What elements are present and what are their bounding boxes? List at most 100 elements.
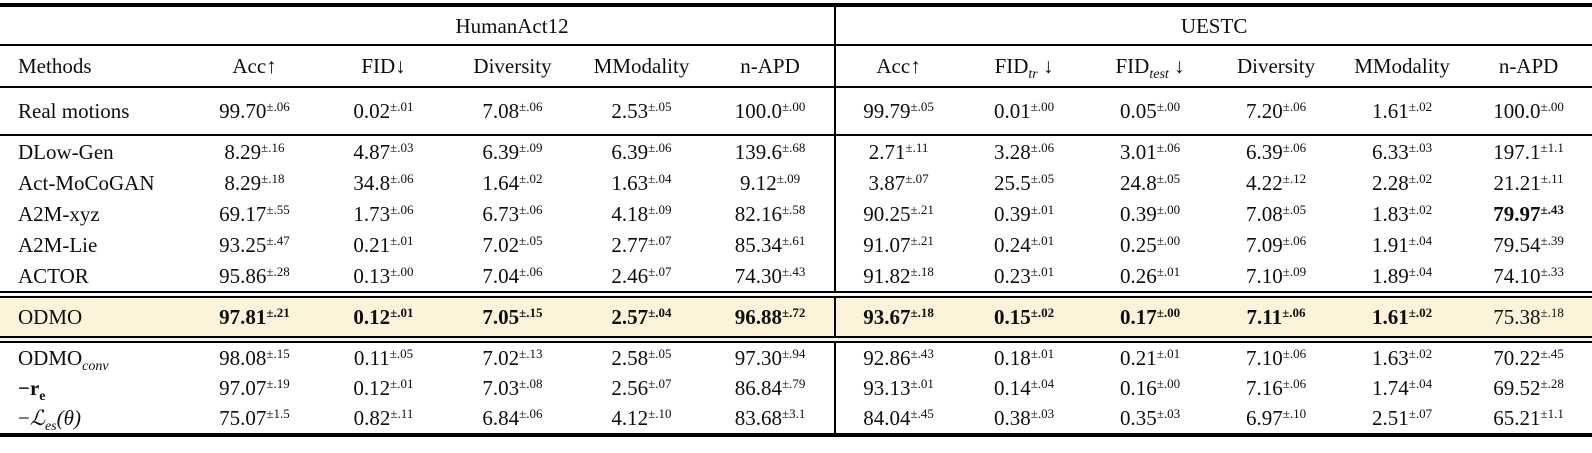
cell-error: ±.05 bbox=[1156, 170, 1181, 186]
cell-error: ±.06 bbox=[519, 201, 543, 217]
value-cell: 7.05±.15 bbox=[448, 295, 577, 340]
value-cell: 1.83±.02 bbox=[1339, 198, 1465, 229]
value-cell: 8.29±.18 bbox=[190, 167, 319, 198]
cell-error: ±.09 bbox=[648, 201, 672, 217]
cell-error: ±.01 bbox=[1030, 263, 1055, 279]
cell-value: 4.22 bbox=[1245, 170, 1283, 195]
value-cell: 7.02±.13 bbox=[448, 340, 577, 374]
value-cell: 1.63±.04 bbox=[577, 167, 706, 198]
cell-error: ±.02 bbox=[519, 170, 543, 186]
cell-value: 0.21 bbox=[353, 232, 391, 257]
table-row: A2M-xyz 69.17±.55 1.73±.06 6.73±.06 4.18±.09… bbox=[0, 198, 1592, 229]
group-header-uestc: UESTC bbox=[835, 5, 1592, 46]
cell-value: 0.25 bbox=[1119, 232, 1157, 257]
cell-value: 6.39 bbox=[611, 139, 649, 164]
table-row: ODMO 97.81±.21 0.12±.01 7.05±.15 2.57±.04 96.… bbox=[0, 294, 1592, 340]
cell-value: 4.12 bbox=[611, 406, 649, 430]
value-cell: 6.39±.06 bbox=[1213, 135, 1339, 167]
cell-error: ±.39 bbox=[1540, 232, 1564, 248]
cell-error: ±.01 bbox=[390, 99, 414, 114]
cell-error: ±.45 bbox=[910, 406, 934, 421]
cell-error: ±.11 bbox=[390, 406, 414, 421]
cell-value: 0.12 bbox=[353, 305, 391, 329]
cell-value: 4.87 bbox=[353, 139, 391, 164]
cell-value: 69.17 bbox=[219, 201, 267, 226]
value-cell: 97.81±.21 bbox=[190, 295, 319, 340]
value-cell: 0.21±.01 bbox=[319, 229, 448, 260]
value-cell: 0.12±.01 bbox=[319, 373, 448, 403]
section-ablations: ODMOconv 98.08±.15 0.11±.05 7.02±.13 2.58±.0… bbox=[0, 339, 1592, 435]
cell-error: ±.07 bbox=[648, 232, 672, 248]
cell-error: ±.68 bbox=[781, 139, 806, 155]
value-cell: 4.12±.10 bbox=[577, 403, 706, 435]
cell-value: 0.16 bbox=[1119, 376, 1157, 400]
cell-value: 98.08 bbox=[219, 346, 267, 370]
cell-error: ±.43 bbox=[1540, 201, 1564, 217]
cell-value: 90.25 bbox=[863, 201, 911, 226]
value-cell: 7.02±.05 bbox=[448, 229, 577, 260]
value-cell: 1.61±.02 bbox=[1339, 87, 1465, 135]
cell-error: ±.04 bbox=[1030, 376, 1055, 391]
method-label: Real motions bbox=[18, 99, 130, 123]
value-cell: 2.57±.04 bbox=[577, 295, 706, 340]
value-cell: 6.73±.06 bbox=[448, 198, 577, 229]
down-arrow-icon: ↓ bbox=[1037, 54, 1054, 78]
value-cell: 1.64±.02 bbox=[448, 167, 577, 198]
cell-value: 0.05 bbox=[1119, 99, 1157, 123]
cell-value: 9.12 bbox=[739, 170, 777, 195]
cell-value: 100.0 bbox=[1493, 99, 1541, 123]
value-cell: 99.79±.05 bbox=[835, 87, 961, 135]
value-cell: 79.97±.43 bbox=[1465, 198, 1592, 229]
value-cell: 0.39±.01 bbox=[961, 198, 1087, 229]
cell-value: 83.68 bbox=[734, 406, 782, 430]
cell-error: ±.15 bbox=[519, 305, 543, 320]
cell-value: 69.52 bbox=[1493, 376, 1541, 400]
value-cell: 0.14±.04 bbox=[961, 373, 1087, 403]
cell-error: ±.09 bbox=[1282, 263, 1307, 279]
cell-error: ±.06 bbox=[519, 406, 543, 421]
group-header-humanact12: HumanAct12 bbox=[190, 5, 837, 46]
cell-value: 2.51 bbox=[1371, 406, 1409, 430]
value-cell: 1.63±.02 bbox=[1339, 340, 1465, 374]
cell-value: 2.53 bbox=[611, 99, 649, 123]
cell-error: ±.21 bbox=[266, 305, 290, 320]
cell-value: 3.87 bbox=[868, 170, 906, 195]
cell-error: ±.04 bbox=[648, 170, 672, 186]
cell-value: 79.97 bbox=[1493, 201, 1541, 226]
cell-error: ±.06 bbox=[519, 99, 543, 114]
cell-value: 2.46 bbox=[611, 263, 649, 288]
cell-error: ±.06 bbox=[1282, 232, 1307, 248]
value-cell: 82.16±.58 bbox=[706, 198, 837, 229]
method-label: −ℒes(θ) bbox=[18, 406, 81, 435]
cell-error: ±.06 bbox=[1030, 139, 1055, 155]
cell-error: ±.05 bbox=[648, 99, 672, 114]
cell-error: ±.07 bbox=[648, 376, 672, 391]
value-cell: 0.02±.01 bbox=[319, 87, 448, 135]
cell-error: ±.21 bbox=[910, 201, 934, 217]
value-cell: 0.26±.01 bbox=[1087, 260, 1213, 295]
method-label: ACTOR bbox=[18, 263, 89, 288]
value-cell: 0.23±.01 bbox=[961, 260, 1087, 295]
cell-error: ±.00 bbox=[390, 263, 414, 279]
value-cell: 0.35±.03 bbox=[1087, 403, 1213, 435]
value-cell: 79.54±.39 bbox=[1465, 229, 1592, 260]
cell-value: 100.0 bbox=[734, 99, 782, 123]
section-baselines: DLow-Gen 8.29±.16 4.87±.03 6.39±.09 6.39±.06… bbox=[0, 135, 1592, 295]
cell-error: ±.07 bbox=[1408, 406, 1433, 421]
value-cell: 0.82±.11 bbox=[319, 403, 448, 435]
cell-value: 7.09 bbox=[1245, 232, 1283, 257]
cell-value: 1.73 bbox=[353, 201, 391, 226]
cell-error: ±.11 bbox=[1540, 170, 1564, 186]
cell-value: 91.07 bbox=[863, 232, 911, 257]
cell-value: 6.39 bbox=[1245, 139, 1283, 164]
cell-value: 93.13 bbox=[863, 376, 911, 400]
cell-value: 1.61 bbox=[1371, 99, 1409, 123]
cell-error: ±.43 bbox=[910, 346, 934, 361]
cell-value: 3.01 bbox=[1119, 139, 1157, 164]
value-cell: 9.12±.09 bbox=[706, 167, 837, 198]
cell-error: ±.19 bbox=[266, 376, 290, 391]
cell-error: ±.02 bbox=[1030, 305, 1055, 320]
cell-error: ±.02 bbox=[1408, 346, 1433, 361]
cell-value: 2.28 bbox=[1371, 170, 1409, 195]
method-label: −re bbox=[18, 376, 46, 405]
